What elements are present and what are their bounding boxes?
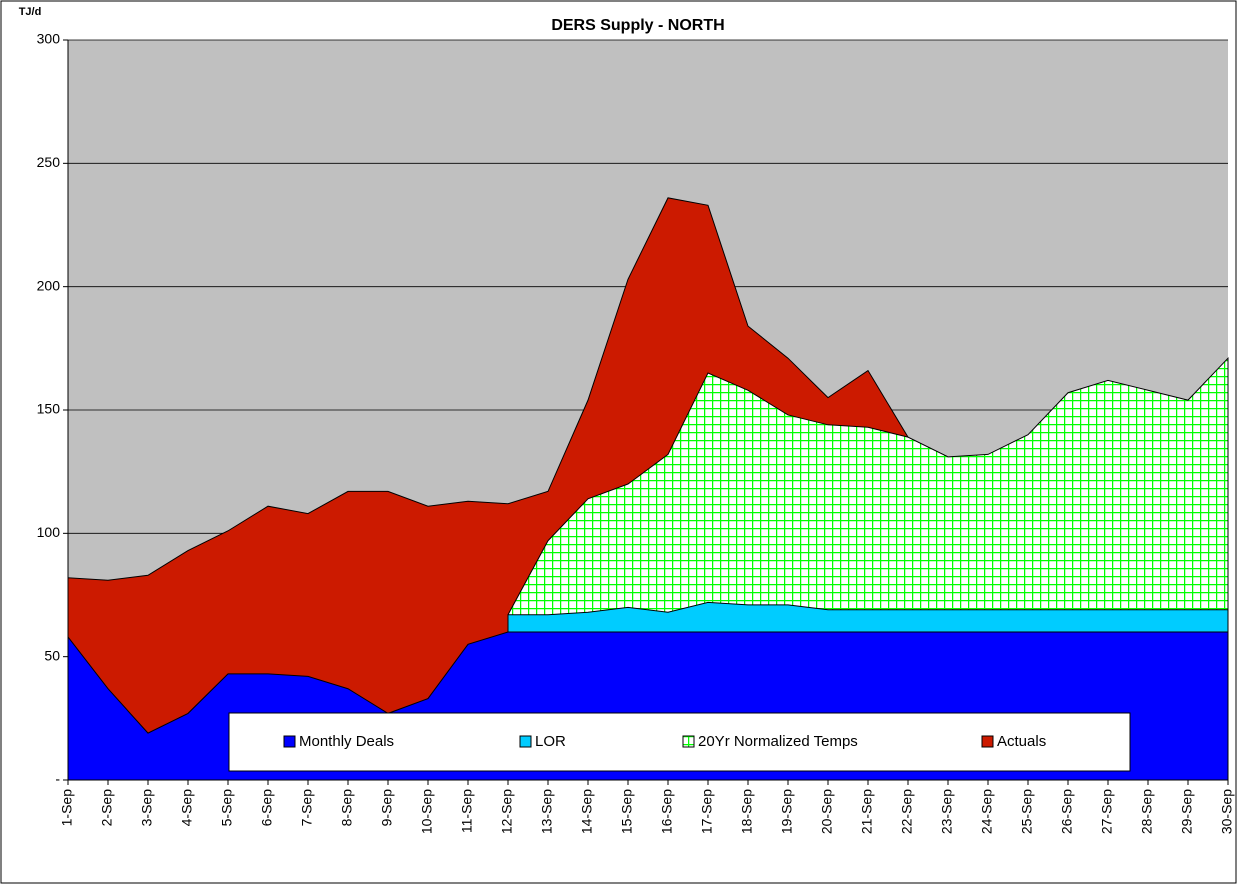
x-tick-label: 12-Sep [499,789,515,834]
x-tick-label: 10-Sep [419,789,435,834]
x-tick-label: 8-Sep [339,789,355,827]
x-tick-label: 2-Sep [99,789,115,827]
x-tick-label: 5-Sep [219,789,235,827]
x-tick-label: 14-Sep [579,789,595,834]
legend-label: Monthly Deals [299,733,394,750]
y-tick-label: 250 [37,154,61,170]
legend-swatch [981,735,994,748]
x-tick-label: 28-Sep [1139,789,1155,834]
legend-label: 20Yr Normalized Temps [698,733,858,750]
x-tick-label: 24-Sep [979,789,995,834]
x-tick-label: 18-Sep [739,789,755,834]
x-tick-label: 3-Sep [139,789,155,827]
legend: Monthly Deals LOR 20Yr Normalized Temps Act… [228,712,1131,772]
x-tick-label: 17-Sep [699,789,715,834]
x-tick-label: 23-Sep [939,789,955,834]
chart-title: DERS Supply - NORTH [551,17,724,34]
x-tick-label: 9-Sep [379,789,395,827]
x-tick-label: 11-Sep [459,789,475,833]
legend-swatch [519,735,532,748]
x-tick-label: 29-Sep [1179,789,1195,834]
x-tick-label: 15-Sep [619,789,635,834]
y-tick-label: 150 [37,401,61,417]
x-tick-label: 20-Sep [819,789,835,834]
x-tick-label: 4-Sep [179,789,195,827]
y-unit-label: TJ/d [19,6,42,18]
legend-box [228,712,1131,772]
x-tick-label: 7-Sep [299,789,315,827]
x-tick-label: 30-Sep [1219,789,1235,834]
x-tick-label: 16-Sep [659,789,675,834]
legend-label: LOR [535,733,566,750]
x-tick-label: 26-Sep [1059,789,1075,834]
legend-swatch [682,735,695,748]
x-tick-label: 1-Sep [59,789,75,827]
x-tick-label: 21-Sep [859,789,875,834]
x-tick-label: 19-Sep [779,789,795,834]
x-tick-label: 25-Sep [1019,789,1035,834]
legend-swatch [283,735,296,748]
x-tick-label: 13-Sep [539,789,555,834]
y-tick-label: 200 [37,277,61,293]
y-tick-label: 100 [37,524,61,540]
x-tick-label: 6-Sep [259,789,275,827]
y-tick-label: 50 [44,647,60,663]
y-tick-label: 300 [37,31,61,47]
y-tick-label: - [55,771,60,787]
x-tick-label: 22-Sep [899,789,915,834]
legend-label: Actuals [997,733,1046,750]
x-tick-label: 27-Sep [1099,789,1115,834]
